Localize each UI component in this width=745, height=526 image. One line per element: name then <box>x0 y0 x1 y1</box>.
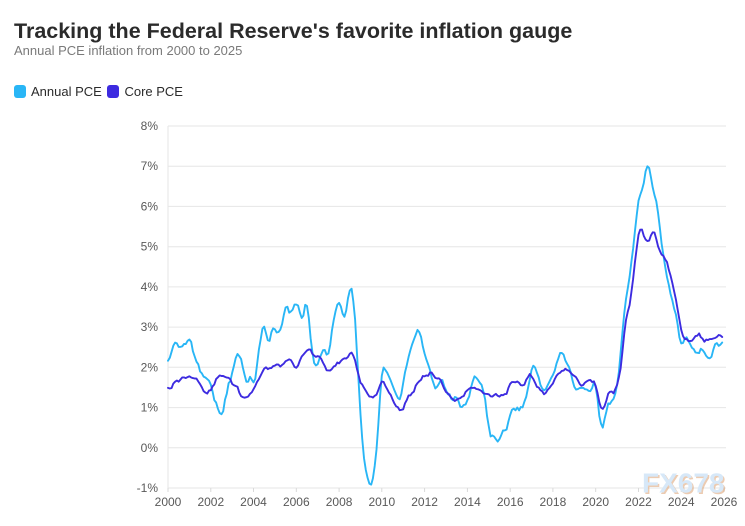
svg-text:6%: 6% <box>141 199 159 213</box>
svg-text:4%: 4% <box>141 280 159 294</box>
svg-text:3%: 3% <box>141 320 159 334</box>
svg-text:0%: 0% <box>141 441 159 455</box>
svg-text:2014: 2014 <box>454 495 481 509</box>
svg-text:2008: 2008 <box>326 495 353 509</box>
svg-text:7%: 7% <box>141 159 159 173</box>
svg-text:2006: 2006 <box>283 495 310 509</box>
svg-text:2012: 2012 <box>411 495 438 509</box>
svg-text:2010: 2010 <box>368 495 395 509</box>
svg-text:FX678: FX678 <box>642 468 725 499</box>
svg-text:2002: 2002 <box>197 495 224 509</box>
svg-text:2016: 2016 <box>497 495 524 509</box>
svg-text:2020: 2020 <box>582 495 609 509</box>
svg-text:1%: 1% <box>141 401 159 415</box>
svg-text:-1%: -1% <box>137 481 159 495</box>
svg-text:8%: 8% <box>141 119 159 133</box>
svg-text:5%: 5% <box>141 240 159 254</box>
svg-text:2004: 2004 <box>240 495 267 509</box>
svg-text:2%: 2% <box>141 360 159 374</box>
svg-text:2018: 2018 <box>540 495 567 509</box>
svg-text:2000: 2000 <box>155 495 182 509</box>
